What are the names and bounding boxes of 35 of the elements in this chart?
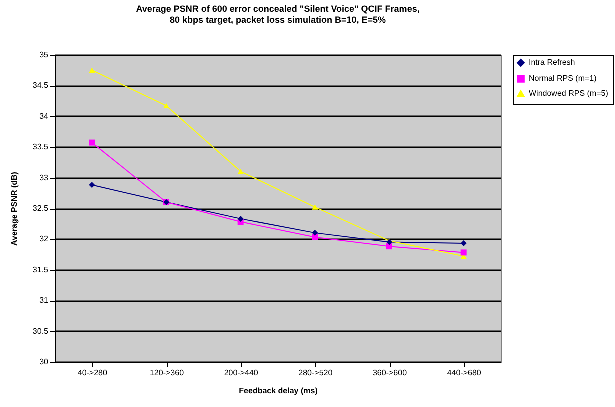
- y-tick-label: 33.5: [32, 142, 50, 152]
- point: [460, 250, 467, 256]
- y-tick-label: 33: [40, 173, 50, 182]
- point: [312, 230, 318, 236]
- legend-label: Normal RPS (m=1): [529, 74, 598, 83]
- point: [89, 140, 96, 146]
- x-axis-title: Feedback delay (ms): [239, 386, 318, 396]
- point: [238, 169, 244, 174]
- point: [238, 216, 244, 222]
- point: [312, 234, 318, 240]
- x-tick-label: 280->520: [298, 368, 334, 378]
- point: [89, 68, 96, 73]
- y-tick-label: 31.5: [32, 265, 50, 274]
- y-tick-label: 34.5: [32, 81, 50, 90]
- y-tick-label: 32: [40, 234, 50, 244]
- x-tick-label: 360->600: [372, 368, 408, 378]
- y-tick-label: 31: [40, 296, 50, 306]
- x-tick-label: 440->680: [447, 368, 482, 378]
- x-tick-label: 40->280: [78, 368, 108, 378]
- y-tick-label: 35: [40, 50, 50, 60]
- point: [312, 204, 318, 210]
- legend-label: Intra Refresh: [529, 58, 576, 67]
- x-tick-label: 120->360: [150, 368, 185, 378]
- y-tick-label: 34: [40, 112, 50, 121]
- point: [164, 103, 170, 109]
- point: [89, 182, 96, 188]
- chart-title: Average PSNR of 600 error concealed "Silent Voice" QCIF Frames, 80 kbps target, packet loss simulation B=10, E=5%: [136, 4, 420, 25]
- legend-label: Windowed RPS (m=5): [529, 89, 609, 98]
- point: [460, 240, 467, 246]
- y-axis-title: Average PSNR (dB): [10, 172, 19, 246]
- point: [386, 244, 392, 250]
- y-tick-label: 32.5: [32, 204, 50, 213]
- y-tick-label: 30: [40, 358, 50, 366]
- x-tick-label: 200->440: [224, 368, 259, 378]
- y-tick-label: 30.5: [32, 326, 50, 336]
